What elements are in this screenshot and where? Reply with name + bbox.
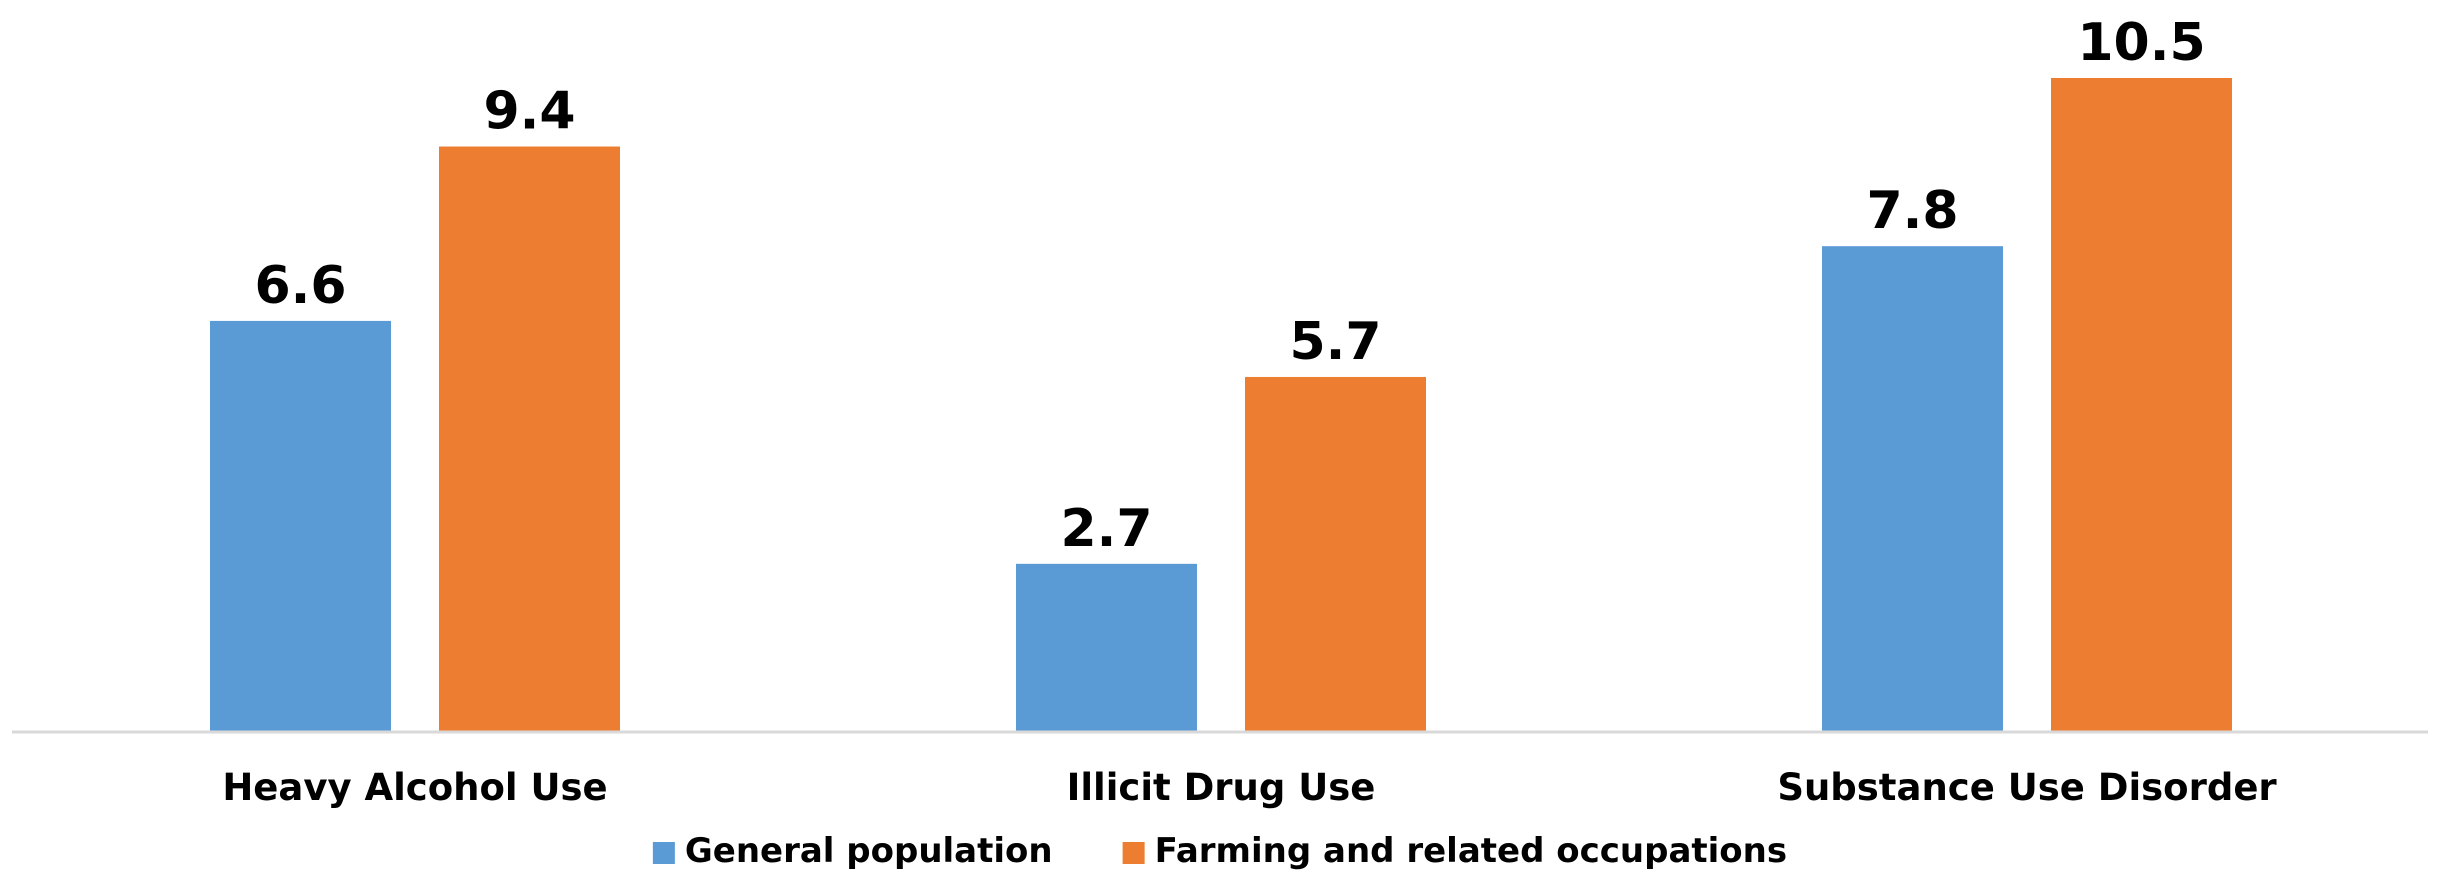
bar-farming-and-related-occupations-illicit-drug-use xyxy=(1245,376,1426,732)
data-label-farming-and-related-occupations-illicit-drug-use: 5.7 xyxy=(1289,312,1381,372)
legend-label-farming-and-related-occupations: Farming and related occupations xyxy=(1155,831,1788,871)
bar-farming-and-related-occupations-substance-use-disorder xyxy=(2051,78,2232,732)
legend-label-general-population: General population xyxy=(685,831,1053,871)
bar-general-population-heavy-alcohol-use xyxy=(210,320,391,732)
category-label-illicit-drug-use: Illicit Drug Use xyxy=(1067,766,1376,809)
category-axis-labels: Heavy Alcohol Use Illicit Drug Use Substan… xyxy=(222,766,2277,809)
data-label-farming-and-related-occupations-substance-use-disorder: 10.5 xyxy=(2077,13,2205,73)
category-label-substance-use-disorder: Substance Use Disorder xyxy=(1777,766,2277,809)
category-label-heavy-alcohol-use: Heavy Alcohol Use xyxy=(222,766,607,809)
legend-swatch-general-population xyxy=(652,842,675,864)
data-label-general-population-substance-use-disorder: 7.8 xyxy=(1866,181,1958,241)
bar-general-population-illicit-drug-use xyxy=(1016,563,1197,732)
bar-farming-and-related-occupations-heavy-alcohol-use xyxy=(439,146,620,732)
bar-general-population-substance-use-disorder xyxy=(1822,246,2003,732)
legend-swatch-farming-and-related-occupations xyxy=(1122,842,1145,864)
plot-area: 6.6 9.4 2.7 5.7 7.8 10.5 xyxy=(210,13,2232,732)
data-label-farming-and-related-occupations-heavy-alcohol-use: 9.4 xyxy=(483,82,575,142)
data-label-general-population-illicit-drug-use: 2.7 xyxy=(1060,499,1152,559)
data-label-general-population-heavy-alcohol-use: 6.6 xyxy=(254,256,346,316)
legend: General population Farming and related oc… xyxy=(652,831,1788,871)
